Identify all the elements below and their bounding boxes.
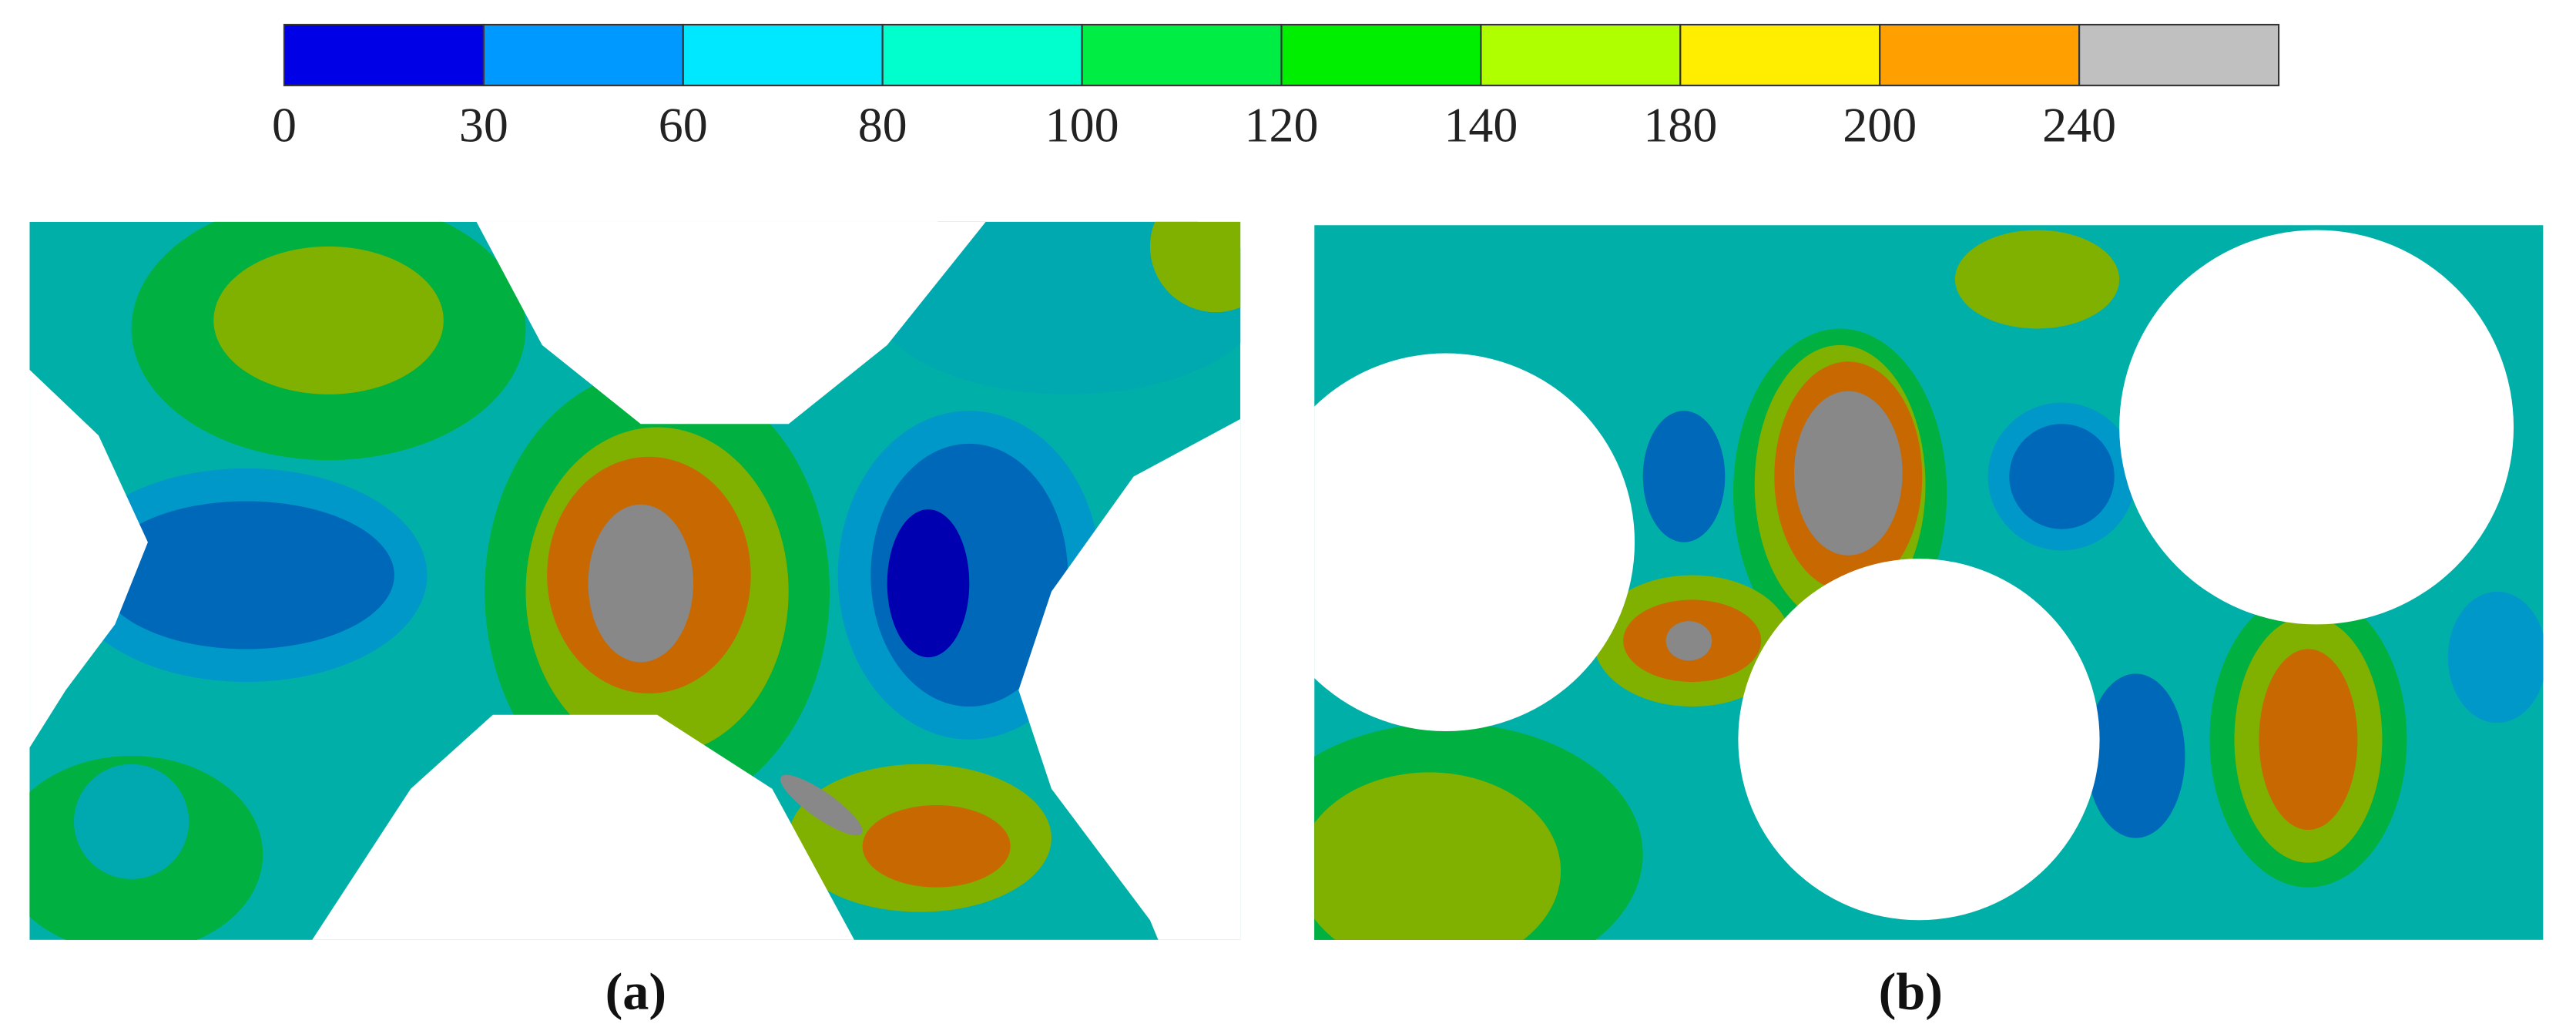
colorbar: 0 30 60 80 100 120 140 180 200 240 (272, 23, 2280, 152)
colorbar-tick-label: 60 (659, 97, 708, 152)
colorbar-tick-label: 100 (1045, 97, 1119, 152)
contour-panel-b (1314, 225, 2544, 940)
colorbar-tick-label: 120 (1245, 97, 1319, 152)
colorbar-tick-label: 200 (1843, 97, 1917, 152)
colorbar-segment (2078, 23, 2280, 86)
colorbar-tick-label: 240 (2042, 97, 2116, 152)
colorbar-segment (1679, 23, 1881, 86)
colorbar-segment (881, 23, 1083, 86)
colorbar-segment (1081, 23, 1283, 86)
panel-caption: (b) (1879, 962, 1943, 1020)
colorbar-tick-label: 0 (272, 97, 297, 152)
colorbar-tick-label: 180 (1643, 97, 1717, 152)
colorbar-segment (1280, 23, 1482, 86)
colorbar-segment (1879, 23, 2081, 86)
colorbar-tick-label: 30 (459, 97, 508, 152)
colorbar-segment (482, 23, 684, 86)
colorbar-tick-label: 140 (1444, 97, 1518, 152)
panel-caption: (a) (605, 962, 667, 1020)
colorbar-tick-label: 80 (858, 97, 907, 152)
colorbar-segment (682, 23, 884, 86)
colorbar-segment (283, 23, 485, 86)
contour-panel-a (29, 221, 1241, 940)
colorbar-segment (1480, 23, 1682, 86)
